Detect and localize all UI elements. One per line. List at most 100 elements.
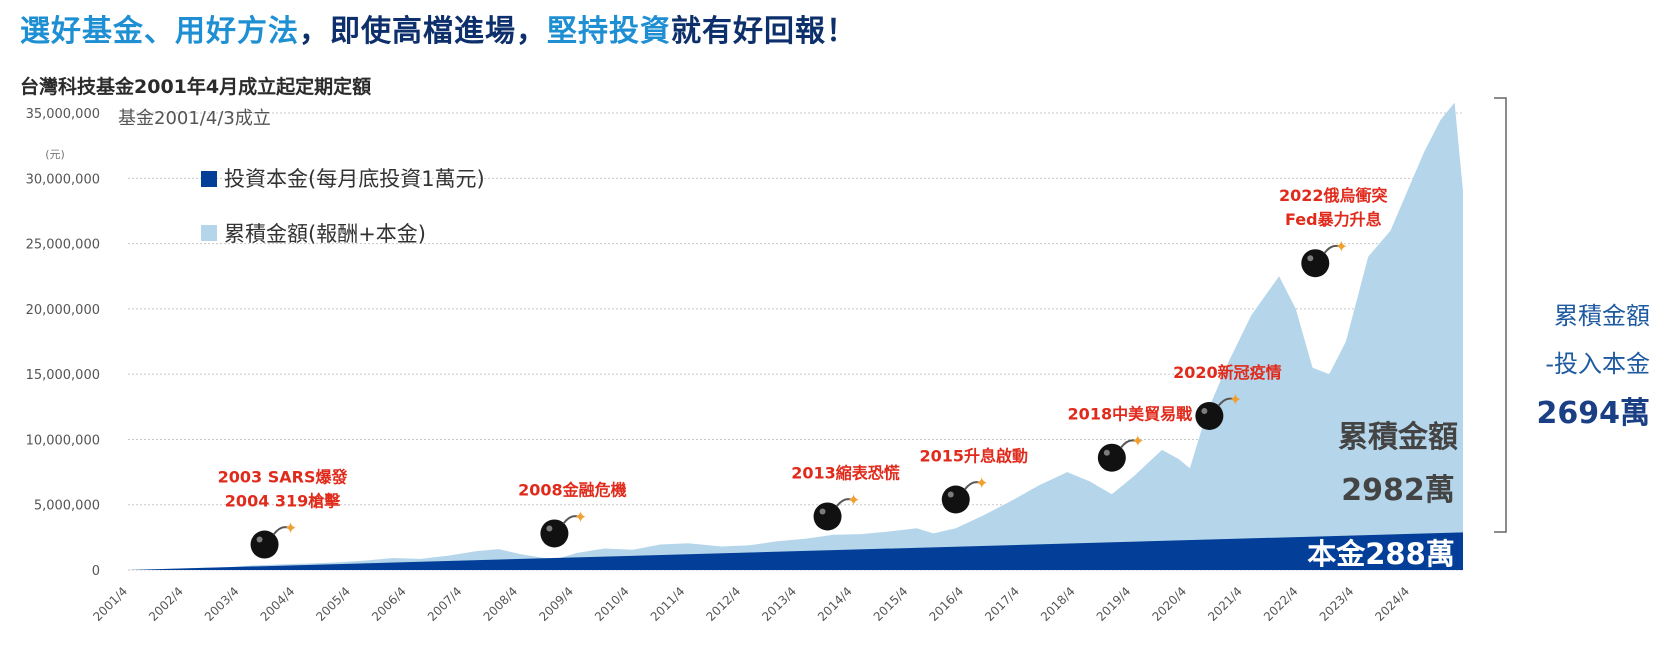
spark-icon: ✦ [975, 474, 988, 493]
x-tick-label: 2016/4 [926, 584, 966, 624]
x-tick-label: 2011/4 [648, 584, 688, 624]
spark-icon: ✦ [847, 490, 860, 509]
bomb-fuse [1217, 397, 1233, 407]
headline-sep2: ， [516, 14, 547, 49]
y-tick-label: 35,000,000 [26, 107, 100, 122]
event-label: 2013縮表恐慌 [791, 463, 900, 482]
bomb-fuse [963, 481, 980, 491]
accumulated-value-label: 2982萬 [1341, 473, 1455, 508]
accumulated-label: 累積金額 [1338, 420, 1458, 455]
event-label: Fed暴力升息 [1285, 210, 1382, 229]
x-tick-label: 2010/4 [592, 584, 632, 624]
spark-icon: ✦ [574, 507, 587, 526]
x-tick-label: 2007/4 [425, 584, 465, 624]
event-annotation: ✦ 2003 SARS爆發 2004 319槍擊 [218, 468, 349, 559]
x-tick-label: 2008/4 [481, 584, 521, 624]
x-tick-label: 2021/4 [1205, 584, 1245, 624]
legend-label-principal: 投資本金(每月底投資1萬元) [224, 167, 485, 191]
x-tick-label: 2005/4 [313, 584, 353, 624]
x-tick-label: 2015/4 [871, 584, 911, 624]
bomb-highlight [1307, 255, 1314, 262]
x-tick-label: 2023/4 [1317, 584, 1357, 624]
spark-icon: ✦ [1335, 237, 1348, 256]
x-tick-label: 2020/4 [1149, 584, 1189, 624]
headline-part2: 即使高檔進場 [330, 14, 516, 49]
event-label: 2020新冠疫情 [1173, 363, 1282, 382]
spark-icon: ✦ [1229, 390, 1242, 409]
x-tick-label: 2014/4 [815, 584, 855, 624]
spark-icon: ✦ [284, 519, 297, 538]
bomb-highlight [1103, 449, 1110, 456]
y-unit-label: (元) [45, 148, 65, 161]
difference-bracket [1494, 97, 1507, 533]
x-tick-label: 2006/4 [369, 584, 409, 624]
x-tick-label: 2001/4 [90, 584, 130, 624]
bomb-fuse [1120, 439, 1136, 449]
x-tick-label: 2022/4 [1261, 584, 1301, 624]
bomb-fuse [1323, 244, 1339, 254]
event-label: 2015升息啟動 [919, 447, 1028, 466]
y-axis-ticks: 0 5,000,000 10,000,000 15,000,000 20,000,000… [26, 107, 100, 579]
bomb-highlight [546, 525, 553, 532]
event-annotation: ✦ 2018中美貿易戰 [1068, 405, 1193, 472]
bomb-fuse [272, 526, 288, 536]
x-tick-label: 2013/4 [759, 584, 799, 624]
event-annotation: ✦ 2022俄烏衝突 Fed暴力升息 [1279, 186, 1388, 278]
bomb-icon [250, 530, 279, 559]
x-tick-label: 2009/4 [536, 584, 576, 624]
bomb-fuse [562, 515, 578, 525]
headline-part3: 堅持投資 [547, 14, 671, 49]
bomb-highlight [819, 508, 826, 515]
headline-part4: 就有好回報！ [671, 14, 857, 49]
side-note-line1: 累積金額 [1554, 302, 1650, 330]
legend: 投資本金(每月底投資1萬元) 累積金額(報酬+本金) [201, 167, 485, 246]
x-tick-label: 2017/4 [982, 584, 1022, 624]
headline-part1: 選好基金、用好方法 [20, 14, 299, 49]
event-annotation: ✦ 2013縮表恐慌 [791, 463, 900, 531]
bomb-icon [1195, 401, 1224, 430]
x-tick-label: 2024/4 [1372, 584, 1412, 624]
chart-title: 台灣科技基金2001年4月成立起定期定額 [20, 76, 372, 98]
bomb-icon [540, 519, 569, 548]
headline: 選好基金、用好方法，即使高檔進場，堅持投資就有好回報！ [20, 6, 857, 50]
bomb-fuse [835, 498, 851, 508]
principal-area [128, 532, 1463, 570]
event-annotation: ✦ 2020新冠疫情 [1173, 363, 1282, 430]
x-axis-ticks: 2001/4 2002/4 2003/4 2004/4 2005/4 2006/4 2007… [90, 584, 1412, 624]
event-label: 2003 SARS爆發 [218, 468, 349, 487]
bomb-icon [1097, 443, 1126, 472]
side-note-line2: -投入本金 [1545, 350, 1650, 378]
principal-label: 本金288萬 [1307, 537, 1455, 571]
accumulated-area [128, 102, 1463, 570]
bomb-icon [813, 502, 842, 531]
x-tick-label: 2002/4 [146, 584, 186, 624]
event-label: 2008金融危機 [518, 480, 627, 499]
event-annotation: ✦ 2008金融危機 [518, 480, 627, 548]
y-tick-label: 10,000,000 [26, 433, 100, 448]
x-tick-label: 2003/4 [202, 584, 242, 624]
y-tick-label: 0 [92, 564, 100, 579]
x-tick-label: 2019/4 [1094, 584, 1134, 624]
x-tick-label: 2012/4 [704, 584, 744, 624]
event-label: 2018中美貿易戰 [1068, 405, 1193, 424]
x-tick-label: 2004/4 [258, 584, 298, 624]
bomb-highlight [1201, 407, 1208, 414]
legend-swatch-accumulated [201, 225, 217, 241]
legend-swatch-principal [201, 171, 217, 187]
event-annotations: ✦ 2003 SARS爆發 2004 319槍擊 ✦ 2008金融危機 ✦ 2013縮表恐慌… [218, 186, 1388, 559]
spark-icon: ✦ [1131, 432, 1144, 451]
side-note-value: 2694萬 [1536, 396, 1651, 431]
y-tick-label: 25,000,000 [26, 238, 100, 253]
bomb-highlight [947, 491, 954, 498]
x-tick-label: 2018/4 [1038, 584, 1078, 624]
fund-founded-note: 基金2001/4/3成立 [118, 108, 271, 129]
bomb-icon [1301, 249, 1330, 278]
bomb-highlight [256, 536, 263, 543]
event-label: 2022俄烏衝突 [1279, 186, 1388, 205]
y-tick-label: 20,000,000 [26, 303, 100, 318]
y-tick-label: 15,000,000 [26, 368, 100, 383]
y-tick-label: 5,000,000 [34, 499, 100, 514]
event-label: 2004 319槍擊 [225, 492, 342, 511]
headline-sep1: ， [299, 14, 330, 49]
